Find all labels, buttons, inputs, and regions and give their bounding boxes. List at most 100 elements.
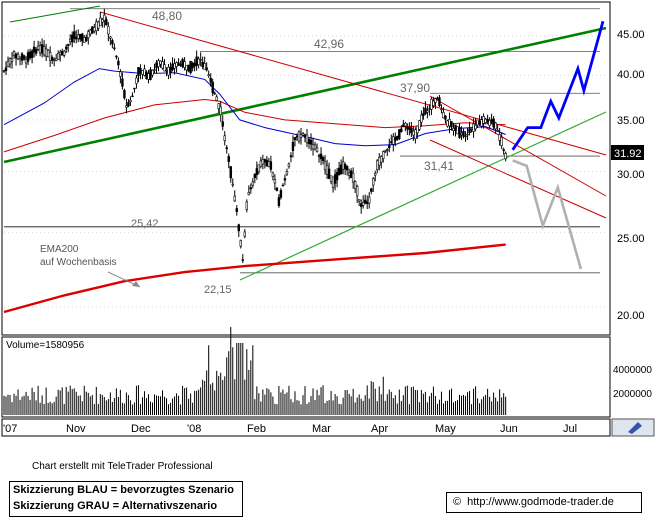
copyright-symbol: ©: [453, 496, 462, 508]
candle-body: [213, 92, 216, 95]
candle-body: [307, 139, 311, 145]
candle-body: [466, 133, 469, 136]
candle-body: [197, 58, 200, 65]
candle-body: [337, 167, 341, 176]
level-label-2542: 25,42: [131, 218, 159, 230]
candle-body: [448, 119, 451, 127]
ema200-annotation-line2: auf Wochenbasis: [40, 257, 117, 268]
candle-body: [211, 81, 214, 94]
x-tick-08: '08: [187, 423, 201, 435]
candle-body: [161, 61, 164, 69]
candle-body: [95, 21, 98, 32]
candle-body: [77, 34, 80, 39]
candle-body: [239, 240, 242, 247]
candle-body: [28, 51, 32, 59]
candle-body: [189, 60, 192, 74]
candle-body: [303, 134, 307, 138]
candle-body: [10, 58, 14, 62]
legend-grey: Skizzierung GRAU = Alternativszenario: [13, 500, 218, 512]
candle-body: [157, 60, 160, 67]
trendline-main-up: [3, 26, 607, 164]
candle-body: [321, 157, 325, 162]
candle-body: [147, 73, 150, 80]
candle-body: [115, 55, 118, 58]
candle-body: [351, 172, 355, 183]
candle-body: [261, 159, 265, 165]
candle-body: [129, 99, 132, 103]
volume-label: Volume=1580956: [6, 340, 85, 351]
candle-body: [71, 34, 74, 43]
candle-body: [341, 161, 345, 170]
candle-body: [225, 147, 228, 150]
candle-body: [237, 224, 240, 232]
candle-body: [34, 49, 38, 54]
candle-body: [36, 45, 40, 50]
candle-body: [355, 186, 359, 197]
scenario-grey-path: [512, 159, 583, 270]
candle-body: [249, 187, 253, 190]
x-tick-may: May: [435, 423, 456, 435]
candle-body: [97, 21, 100, 29]
candle-body: [44, 48, 48, 57]
candle-body: [325, 165, 329, 175]
candle-body: [171, 63, 174, 71]
level-label-3790: 37,90: [400, 81, 430, 95]
candle-body: [155, 62, 158, 69]
candle-body: [175, 62, 178, 67]
candle-body: [151, 69, 154, 76]
candle-body: [245, 201, 249, 210]
candle-body: [502, 149, 505, 152]
candle-body: [89, 29, 92, 35]
candle-body: [359, 203, 363, 207]
candle-body: [339, 164, 343, 175]
candle-body: [191, 63, 194, 69]
candle-body: [119, 71, 122, 77]
candle-body: [259, 160, 263, 167]
moving-averages: [3, 68, 506, 314]
candle-body: [255, 168, 259, 176]
candle-body: [315, 147, 319, 152]
candle-body: [105, 19, 108, 26]
y-tick-25: 25.00: [617, 233, 645, 245]
candle-body: [390, 141, 393, 144]
level-label-4296: 42,96: [314, 37, 344, 51]
x-tick-07: '07: [3, 423, 17, 435]
candle-body: [93, 27, 96, 32]
candle-body: [494, 122, 497, 130]
candle-body: [107, 26, 110, 35]
candle-body: [205, 67, 208, 71]
last-price-tag: [611, 145, 644, 160]
trendline-support-up: [239, 111, 607, 281]
candle-body: [275, 187, 279, 191]
scroll-arrow-icon[interactable]: [628, 422, 642, 434]
candle-body: [38, 45, 42, 54]
candle-body: [402, 124, 405, 127]
candle-body: [370, 188, 373, 192]
candle-body: [472, 123, 475, 132]
candle-body: [406, 126, 409, 130]
candle-body: [247, 192, 251, 196]
candle-body: [26, 52, 30, 62]
source-link[interactable]: http://www.godmode-trader.de: [467, 496, 614, 508]
level-label-3141: 31,41: [424, 159, 454, 173]
candle-body: [281, 184, 285, 187]
candle-body: [241, 259, 244, 261]
candle-body: [486, 118, 489, 123]
candle-body: [476, 119, 479, 126]
candle-body: [458, 127, 461, 138]
candle-body: [131, 95, 134, 98]
candle-body: [498, 134, 501, 141]
candle-body: [408, 127, 411, 130]
candle-body: [187, 64, 190, 72]
candle-body: [137, 67, 140, 77]
chart-credit: Chart erstellt mit TeleTrader Profession…: [32, 461, 213, 472]
candle-body: [428, 108, 431, 110]
candle-body: [141, 70, 144, 75]
volume-tick-4m: 4000000: [613, 365, 652, 376]
candle-body: [452, 128, 455, 131]
candle-body: [67, 44, 70, 46]
candle-body: [85, 36, 88, 41]
candle-body: [440, 108, 443, 111]
candle-body: [376, 160, 379, 170]
